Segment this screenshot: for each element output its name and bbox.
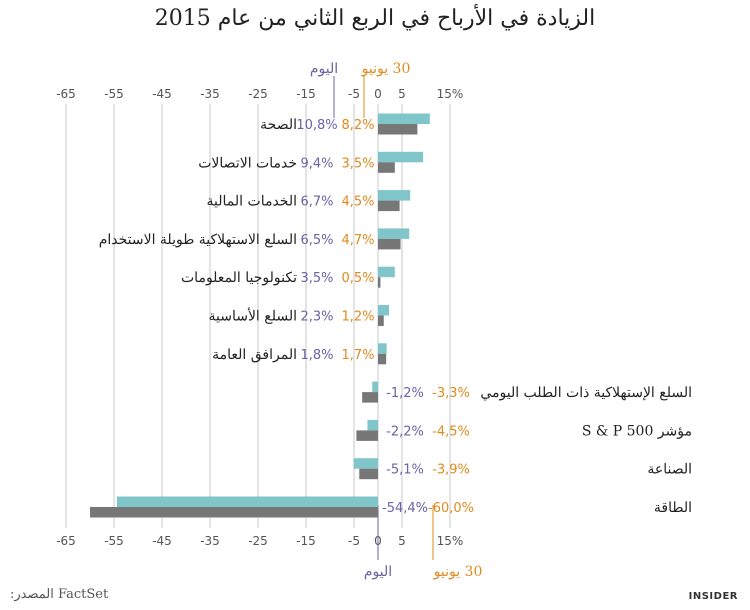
tick-label-top: 15% bbox=[437, 87, 464, 101]
tick-label-bottom: -5 bbox=[348, 534, 360, 548]
bar-today bbox=[367, 419, 378, 431]
brand-logo: INSIDER bbox=[688, 591, 738, 602]
tick-label-bottom: 15% bbox=[437, 534, 464, 548]
legend-today-bottom: اليوم bbox=[364, 564, 392, 580]
data-label-june30: 1,7% bbox=[341, 348, 374, 363]
category-label: السلع الاستهلاكية طويلة الاستخدام bbox=[99, 232, 297, 248]
bar-june30 bbox=[378, 162, 395, 173]
data-label-june30: -60,0% bbox=[428, 501, 474, 516]
bar-june30 bbox=[378, 277, 381, 288]
tick-label-top: -35 bbox=[200, 87, 220, 101]
data-label-june30: 4,5% bbox=[341, 195, 374, 210]
legend-june30-bottom: 30 يونيو bbox=[433, 564, 483, 580]
bar-today bbox=[378, 305, 390, 316]
source-value: FactSet bbox=[57, 587, 109, 602]
chart-title: الزيادة في الأرباح في الربع الثاني من عا… bbox=[154, 6, 596, 31]
category-label: خدمات الاتصالات bbox=[198, 155, 297, 171]
data-label-today: -1,2% bbox=[386, 386, 424, 401]
category-label: الصناعة bbox=[647, 462, 692, 478]
tick-label-bottom: -25 bbox=[248, 534, 268, 548]
tick-label-top: -5 bbox=[348, 87, 360, 101]
source-label: المصدر: bbox=[10, 587, 54, 602]
data-label-today: -5,1% bbox=[386, 463, 424, 478]
data-label-today: 3,5% bbox=[300, 271, 333, 286]
tick-label-top: -15 bbox=[296, 87, 316, 101]
data-label-today: 6,5% bbox=[300, 233, 333, 248]
data-label-june30: -3,3% bbox=[432, 386, 470, 401]
bar-today bbox=[378, 113, 430, 124]
data-label-june30: 1,2% bbox=[341, 310, 374, 325]
data-label-today: 6,7% bbox=[300, 195, 333, 210]
tick-label-bottom: -65 bbox=[56, 534, 76, 548]
bar-today bbox=[116, 496, 378, 507]
tick-label-bottom: -15 bbox=[296, 534, 316, 548]
data-label-today: 9,4% bbox=[300, 156, 333, 171]
tick-label-top: -25 bbox=[248, 87, 268, 101]
tick-label-bottom: -45 bbox=[152, 534, 172, 548]
data-label-today: 2,3% bbox=[300, 310, 333, 325]
tick-label-top: -45 bbox=[152, 87, 172, 101]
category-label: الخدمات المالية bbox=[207, 194, 297, 210]
category-label: مؤشر S & P 500 bbox=[582, 423, 692, 439]
tick-label-bottom: -55 bbox=[104, 534, 124, 548]
data-label-today: -2,2% bbox=[386, 424, 424, 439]
category-label: تكنولوجيا المعلومات bbox=[181, 270, 297, 286]
tick-label-top: -65 bbox=[56, 87, 76, 101]
tick-label-top: -55 bbox=[104, 87, 124, 101]
data-label-june30: 3,5% bbox=[341, 156, 374, 171]
bar-june30 bbox=[378, 124, 418, 135]
tick-label-bottom: -35 bbox=[200, 534, 220, 548]
category-label: السلع الأساسية bbox=[208, 307, 297, 325]
category-label: السلع الإستهلاكية ذات الطلب اليومي bbox=[480, 385, 692, 401]
bar-june30 bbox=[378, 353, 387, 365]
bar-june30 bbox=[359, 468, 378, 480]
category-label: الطاقة bbox=[654, 500, 692, 516]
bar-june30 bbox=[90, 507, 378, 518]
legend-june30-top: 30 يونيو bbox=[361, 61, 411, 77]
tick-label-top: 5 bbox=[398, 87, 406, 101]
bar-today bbox=[353, 458, 378, 469]
bar-june30 bbox=[378, 200, 400, 212]
bar-today bbox=[378, 343, 387, 354]
data-label-today: 10,8% bbox=[296, 118, 337, 133]
bar-today bbox=[372, 381, 378, 393]
bar-today bbox=[378, 228, 410, 239]
data-label-june30: 4,7% bbox=[341, 233, 374, 248]
bar-today bbox=[378, 190, 411, 201]
data-label-today: 1,8% bbox=[300, 348, 333, 363]
tick-label-bottom: 5 bbox=[398, 534, 406, 548]
source-note: FactSet المصدر: bbox=[10, 587, 108, 602]
tick-label-top: 0 bbox=[374, 87, 382, 101]
bar-june30 bbox=[378, 238, 401, 250]
bar-june30 bbox=[356, 430, 378, 441]
category-label: الصحة bbox=[260, 117, 297, 133]
bar-today bbox=[378, 151, 424, 163]
data-label-today: -54,4% bbox=[382, 501, 428, 516]
bar-june30 bbox=[378, 315, 384, 326]
legend-today-top: اليوم bbox=[310, 61, 338, 77]
category-label: المرافق العامة bbox=[212, 347, 297, 363]
bar-june30 bbox=[362, 392, 378, 403]
bar-today bbox=[378, 266, 395, 278]
data-label-june30: 0,5% bbox=[341, 271, 374, 286]
data-label-june30: 8,2% bbox=[341, 118, 374, 133]
data-label-june30: -4,5% bbox=[432, 424, 470, 439]
data-label-june30: -3,9% bbox=[432, 463, 470, 478]
